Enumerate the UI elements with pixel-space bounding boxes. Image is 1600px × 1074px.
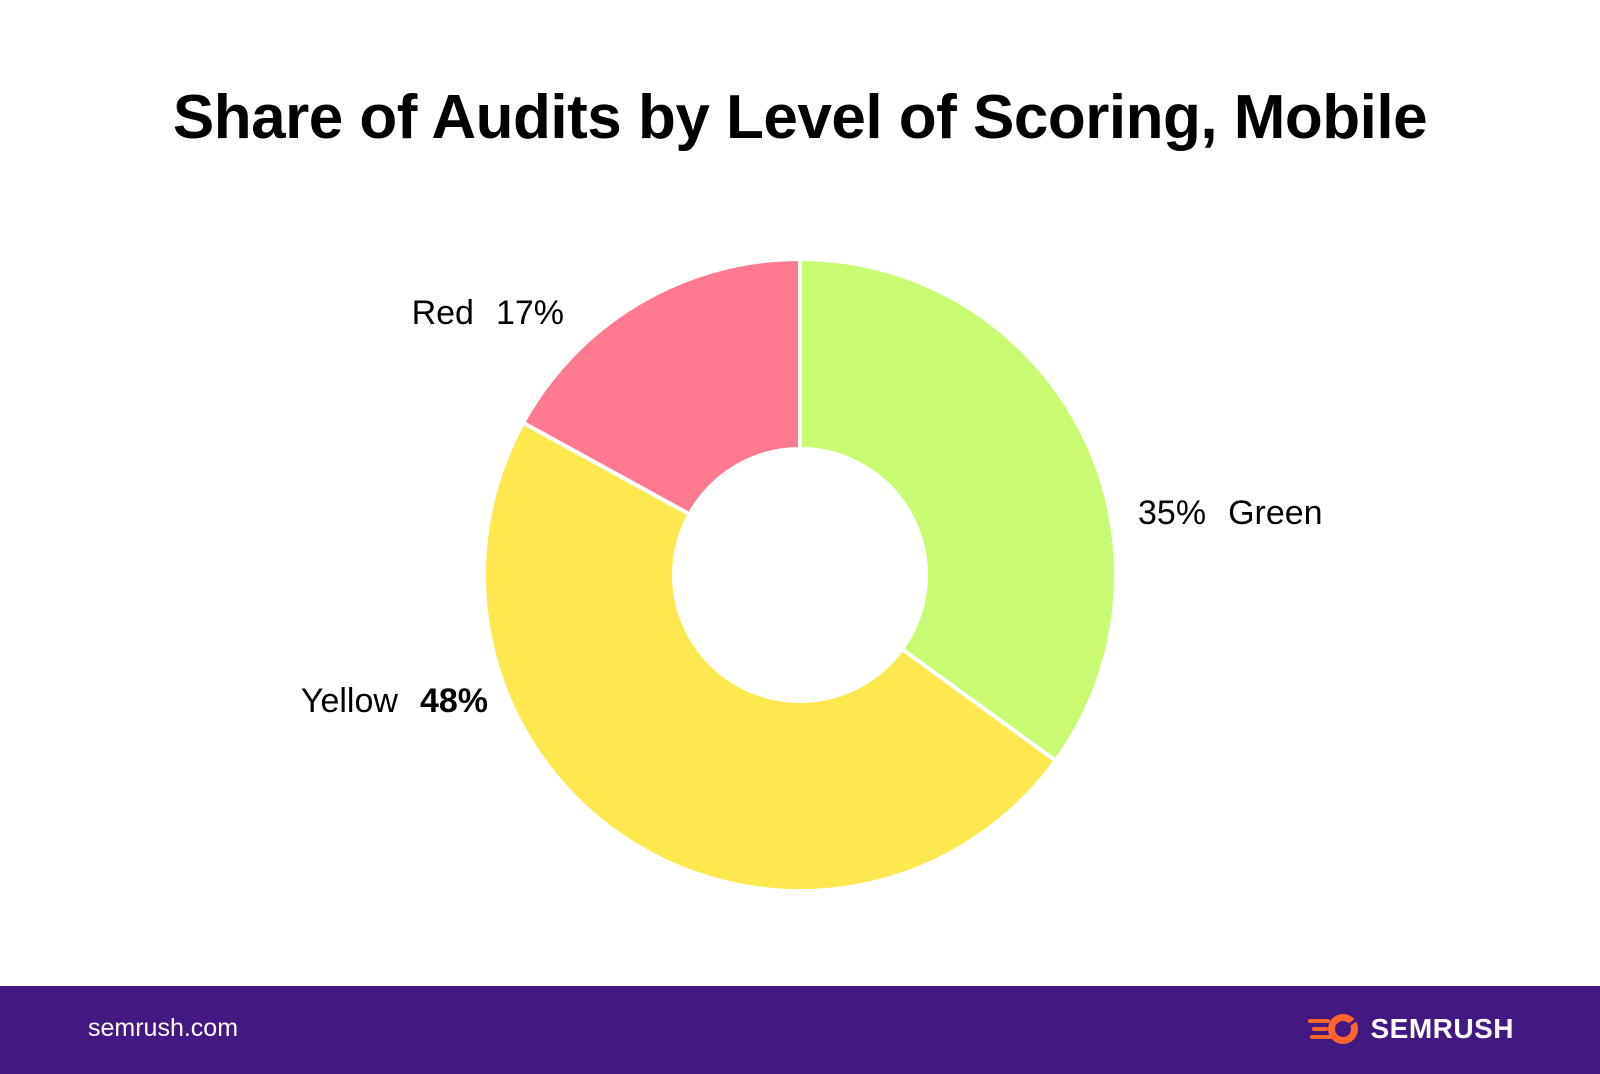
label-red: Red 17% (412, 294, 564, 332)
label-yellow-name: Yellow (301, 682, 398, 720)
semrush-wordmark: SEMRUSH (1370, 1013, 1514, 1044)
chart-title: Share of Audits by Level of Scoring, Mob… (172, 83, 1428, 152)
label-red-value: 17% (496, 294, 564, 332)
label-green: 35% Green (1138, 494, 1323, 532)
label-green-value: 35% (1138, 494, 1206, 532)
labels-group: 35% Green Yellow 48% Red 17% (301, 294, 1323, 720)
footer: semrush.com SEMRUSH (0, 986, 1600, 1074)
donut-chart: 35% Green Yellow 48% Red 17% (301, 257, 1323, 893)
slices-group (482, 257, 1118, 893)
footer-site-link[interactable]: semrush.com (88, 1014, 239, 1042)
slice-green[interactable] (798, 257, 1118, 763)
semrush-flame-icon (1308, 1014, 1359, 1044)
slice-yellow[interactable] (482, 420, 1058, 893)
label-green-name: Green (1228, 494, 1323, 532)
label-red-name: Red (412, 294, 474, 332)
slice-red[interactable] (521, 257, 802, 517)
label-yellow-value: 48% (420, 682, 488, 720)
semrush-logo[interactable]: SEMRUSH (1308, 1006, 1514, 1052)
label-yellow: Yellow 48% (301, 682, 488, 720)
